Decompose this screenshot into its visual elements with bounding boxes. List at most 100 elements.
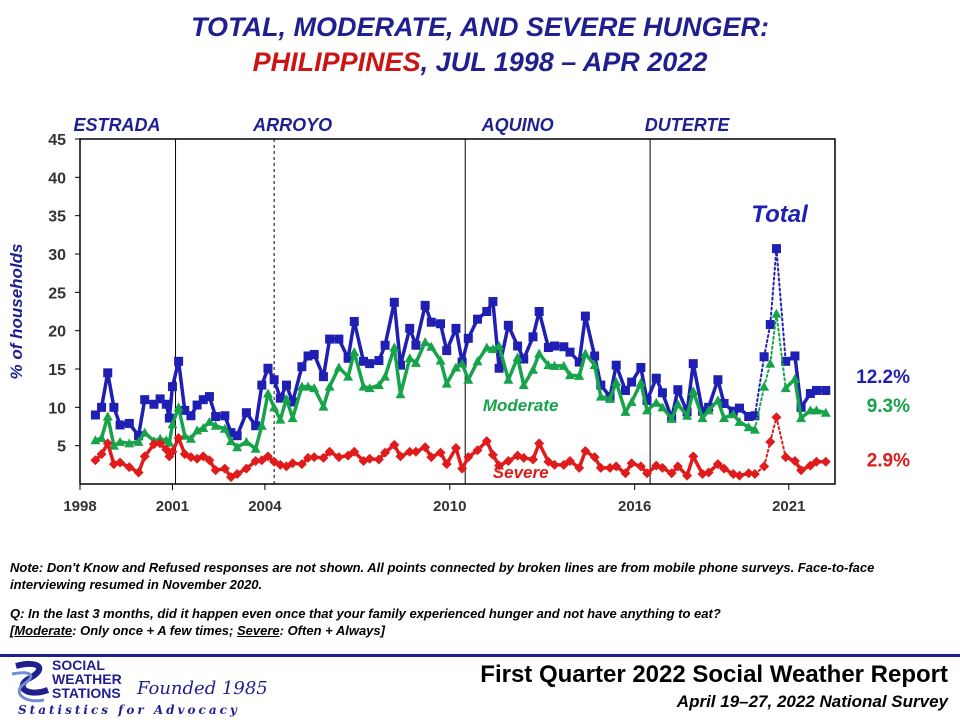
moderate-point <box>749 424 760 434</box>
org-name-line1: SOCIAL <box>52 657 105 673</box>
moderate-point <box>324 381 335 391</box>
severe-point <box>749 469 760 480</box>
severe-point <box>703 467 714 478</box>
severe-point <box>148 439 159 450</box>
severe-point <box>404 446 415 457</box>
title-country: PHILIPPINES <box>252 47 421 77</box>
total-point <box>257 380 267 390</box>
moderate-line-segment <box>398 356 412 397</box>
moderate-point <box>771 308 782 318</box>
y-tick-label: 25 <box>48 285 66 302</box>
total-point <box>161 399 171 409</box>
moderate-point <box>611 377 622 387</box>
severe-point <box>481 436 492 447</box>
severe-point <box>124 462 135 473</box>
moderate-point <box>651 397 662 407</box>
severe-point <box>219 463 230 474</box>
moderate-point <box>389 342 400 352</box>
total-point <box>488 297 498 307</box>
severe-point <box>441 459 452 470</box>
total-point <box>750 411 760 421</box>
total-line-segment <box>685 361 695 414</box>
moderate-line-segment <box>383 345 397 379</box>
severe-point <box>719 463 730 474</box>
moderate-term: Moderate <box>14 623 73 638</box>
moderate-point <box>820 407 831 417</box>
moderate-point <box>441 378 452 388</box>
total-point <box>596 380 606 390</box>
total-line-segment <box>383 300 397 347</box>
severe-point <box>333 452 344 463</box>
severe-point <box>672 461 683 472</box>
severe-point <box>712 459 723 470</box>
moderate-point <box>426 341 437 351</box>
severe-point <box>494 460 505 471</box>
severe-point <box>472 445 483 456</box>
moderate-point <box>269 402 280 412</box>
severe-point <box>262 451 273 462</box>
end-value-label: 9.3% <box>867 396 910 417</box>
severe-point <box>173 433 184 443</box>
presidency-label: ARROYO <box>252 115 332 135</box>
total-point <box>115 420 125 430</box>
x-tick-label: 2001 <box>156 498 189 515</box>
severe-point <box>820 456 831 467</box>
moderate-point <box>626 396 637 406</box>
moderate-point <box>534 348 545 358</box>
total-point <box>627 377 637 387</box>
moderate-point <box>564 370 575 380</box>
moderate-point <box>364 383 375 393</box>
moderate-point <box>155 433 166 443</box>
y-tick-label: 30 <box>48 247 66 264</box>
severe-point <box>457 463 468 474</box>
severe-point <box>232 469 243 480</box>
moderate-point <box>512 352 523 362</box>
moderate-point <box>728 409 739 419</box>
severe-point <box>734 470 745 481</box>
survey-note: Note: Don't Know and Refused responses a… <box>10 560 875 592</box>
total-point <box>309 349 319 359</box>
moderate-point <box>164 437 175 447</box>
severe-point <box>389 439 400 450</box>
moderate-point <box>494 341 505 350</box>
total-point <box>211 412 221 422</box>
total-point <box>103 368 113 378</box>
total-point <box>232 431 242 441</box>
total-line-segment <box>352 319 366 364</box>
total-point <box>241 408 251 418</box>
moderate-point <box>558 360 569 370</box>
total-point <box>251 421 261 431</box>
moderate-point <box>173 402 184 412</box>
series-annotation: Moderate <box>483 396 559 415</box>
total-point <box>482 307 492 316</box>
moderate-point <box>666 413 677 423</box>
severe-point <box>549 459 560 470</box>
total-line-segment <box>321 337 332 379</box>
severe-point <box>580 446 591 457</box>
y-tick-label: 35 <box>48 209 66 226</box>
severe-term: Severe <box>236 623 280 638</box>
total-line-segment <box>392 300 403 367</box>
moderate-point <box>410 357 421 367</box>
total-point <box>275 393 285 403</box>
y-axis-label: % of households <box>7 244 26 380</box>
total-point <box>204 392 214 402</box>
moderate-point <box>528 364 538 374</box>
moderate-line-segment <box>769 312 778 365</box>
moderate-point <box>682 410 693 420</box>
moderate-point <box>133 436 144 446</box>
severe-point <box>96 449 107 460</box>
total-point <box>463 333 473 343</box>
moderate-point <box>789 373 800 383</box>
question-text: Q: In the last 3 months, did it happen e… <box>10 606 721 621</box>
severe-point <box>133 467 144 478</box>
sws-logo-icon <box>11 660 50 703</box>
moderate-line-segment <box>753 385 766 431</box>
moderate-point <box>620 406 631 416</box>
total-point <box>226 428 236 438</box>
total-point <box>451 323 461 333</box>
moderate-line-segment <box>497 344 511 382</box>
moderate-point <box>759 381 770 391</box>
moderate-point <box>811 405 822 415</box>
total-line-segment <box>753 355 766 417</box>
